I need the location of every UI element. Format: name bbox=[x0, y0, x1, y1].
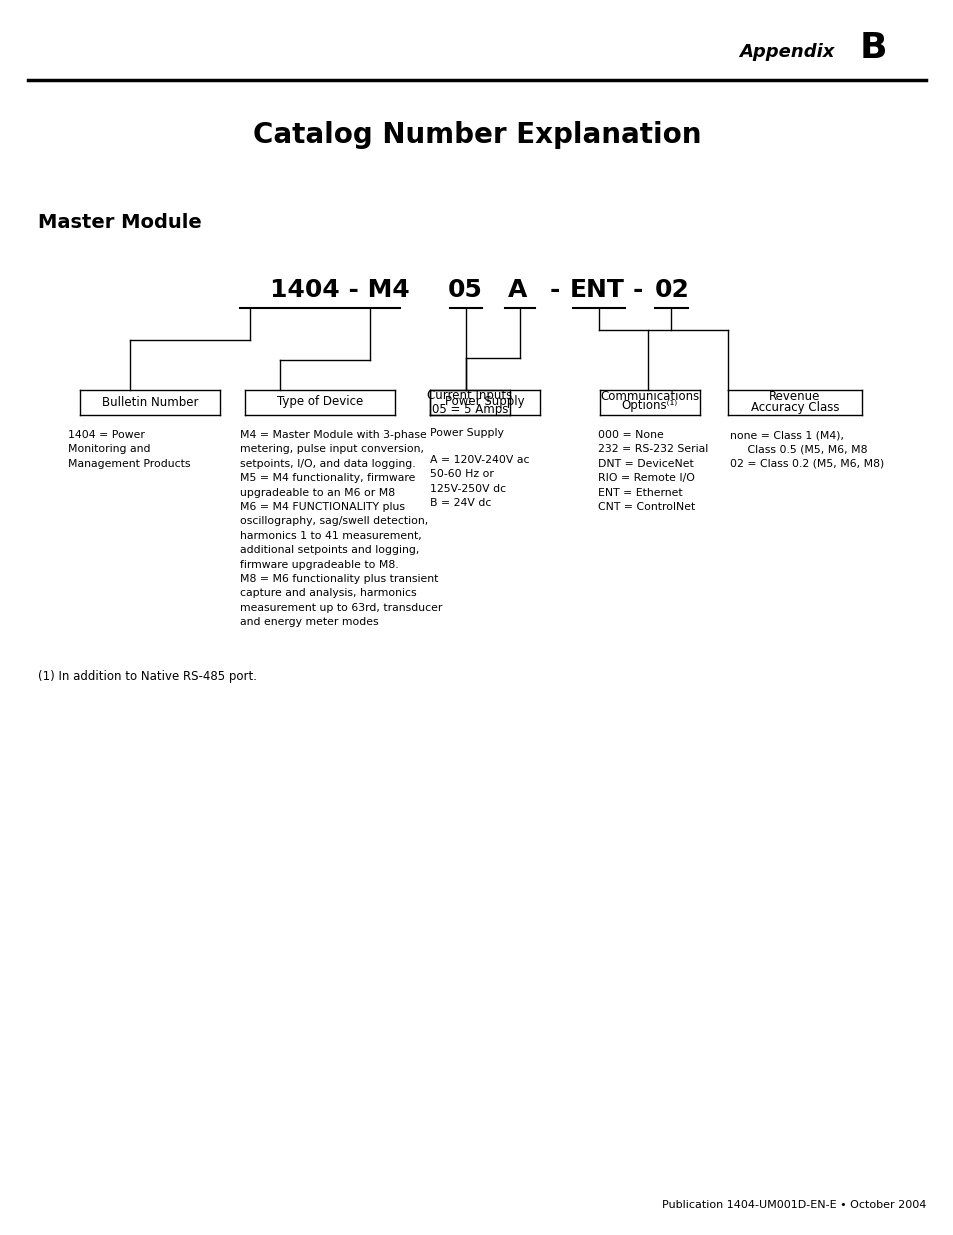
Text: 05 = 5 Amps: 05 = 5 Amps bbox=[432, 403, 508, 415]
Text: Appendix: Appendix bbox=[739, 43, 834, 61]
Text: Revenue: Revenue bbox=[768, 389, 820, 403]
Text: -: - bbox=[632, 278, 642, 303]
Text: A: A bbox=[508, 278, 527, 303]
Text: 1404 = Power
Monitoring and
Management Products: 1404 = Power Monitoring and Management P… bbox=[68, 430, 191, 469]
Text: Communications: Communications bbox=[599, 389, 699, 403]
Text: Type of Device: Type of Device bbox=[276, 395, 363, 409]
Text: M4 = Master Module with 3-phase
metering, pulse input conversion,
setpoints, I/O: M4 = Master Module with 3-phase metering… bbox=[240, 430, 442, 627]
Text: Current Inputs: Current Inputs bbox=[427, 389, 512, 403]
Text: ENT: ENT bbox=[569, 278, 624, 303]
Text: Options⁽¹⁾: Options⁽¹⁾ bbox=[621, 399, 678, 412]
Text: 1404 - M4: 1404 - M4 bbox=[270, 278, 410, 303]
Text: A = 120V-240V ac
50-60 Hz or
125V-250V dc
B = 24V dc: A = 120V-240V ac 50-60 Hz or 125V-250V d… bbox=[430, 454, 529, 508]
Text: Power Supply: Power Supply bbox=[430, 429, 503, 438]
Text: Master Module: Master Module bbox=[38, 212, 201, 231]
Text: 05: 05 bbox=[447, 278, 482, 303]
Text: 000 = None
232 = RS-232 Serial
DNT = DeviceNet
RIO = Remote I/O
ENT = Ethernet
C: 000 = None 232 = RS-232 Serial DNT = Dev… bbox=[598, 430, 707, 513]
Text: Accuracy Class: Accuracy Class bbox=[750, 401, 839, 415]
Text: Power Supply: Power Supply bbox=[445, 395, 524, 409]
Text: Catalog Number Explanation: Catalog Number Explanation bbox=[253, 121, 700, 149]
Text: 02: 02 bbox=[654, 278, 689, 303]
Text: (1) In addition to Native RS-485 port.: (1) In addition to Native RS-485 port. bbox=[38, 671, 256, 683]
Text: Bulletin Number: Bulletin Number bbox=[102, 395, 198, 409]
Text: none = Class 1 (M4),
     Class 0.5 (M5, M6, M8
02 = Class 0.2 (M5, M6, M8): none = Class 1 (M4), Class 0.5 (M5, M6, … bbox=[729, 430, 883, 469]
Text: Publication 1404-UM001D-EN-E • October 2004: Publication 1404-UM001D-EN-E • October 2… bbox=[661, 1200, 925, 1210]
Text: -: - bbox=[549, 278, 559, 303]
Text: B: B bbox=[859, 31, 886, 65]
